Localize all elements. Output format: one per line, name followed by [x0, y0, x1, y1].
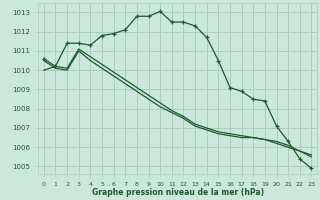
X-axis label: Graphe pression niveau de la mer (hPa): Graphe pression niveau de la mer (hPa)	[92, 188, 264, 197]
